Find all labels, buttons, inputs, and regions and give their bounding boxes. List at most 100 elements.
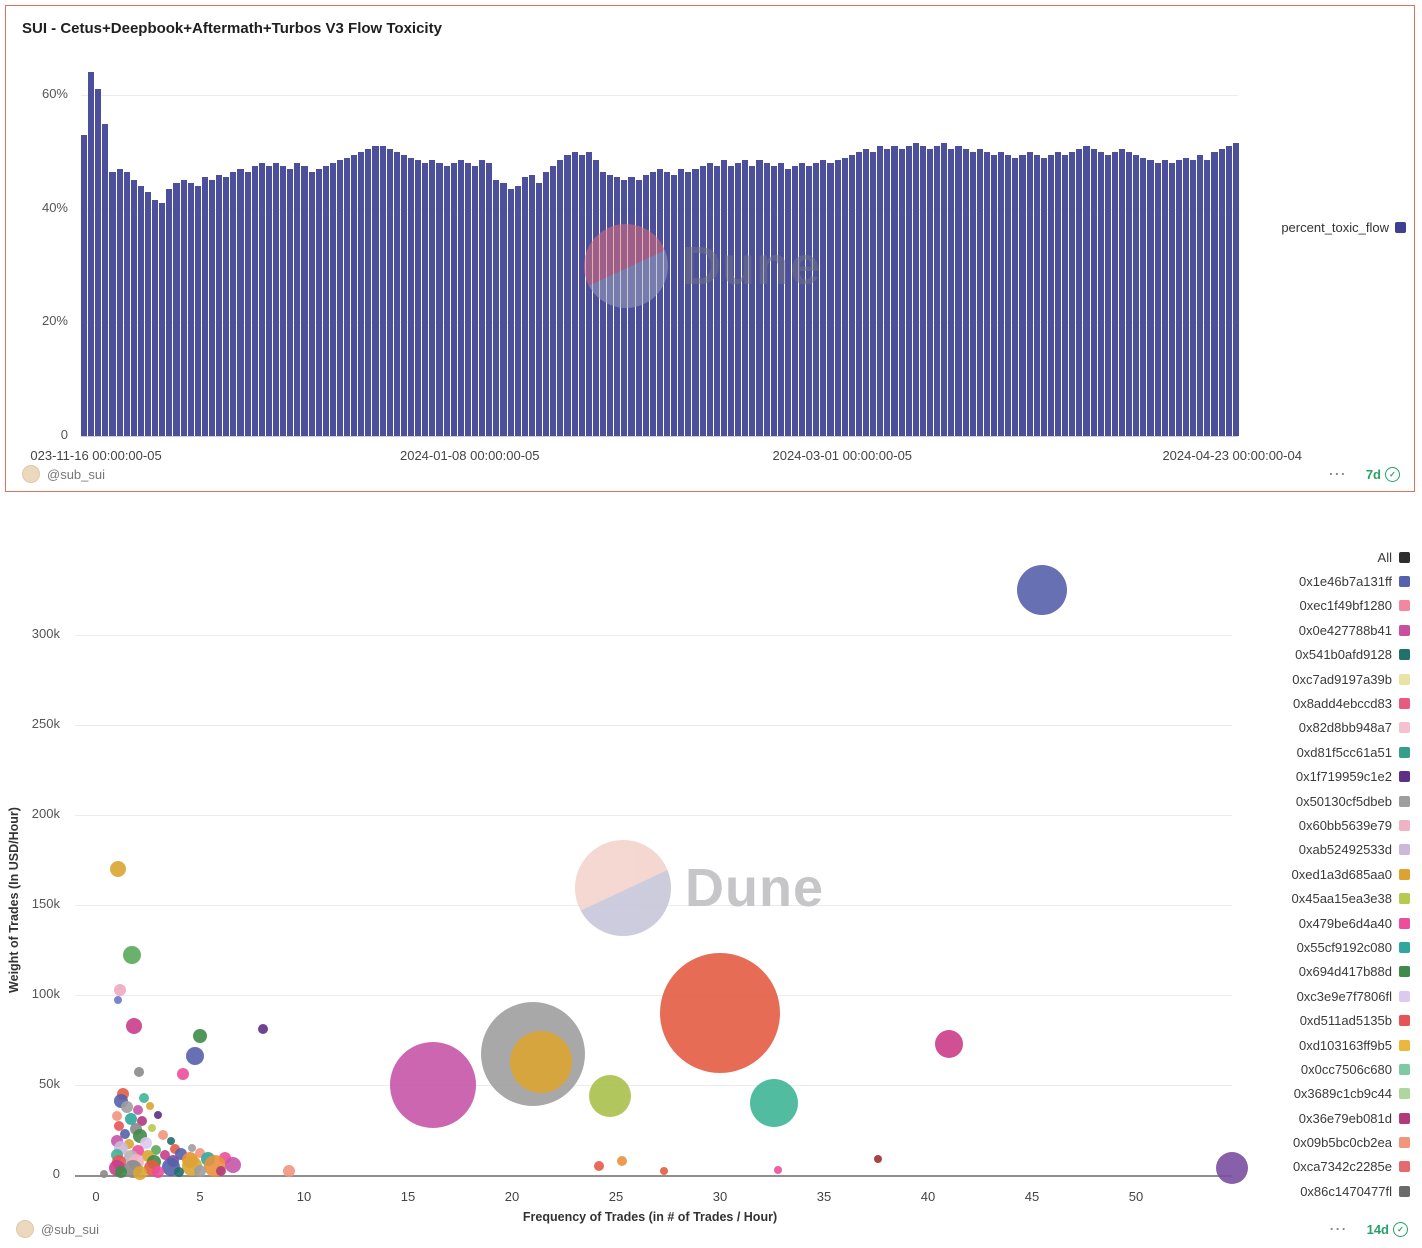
bar[interactable] [329, 163, 336, 436]
bar[interactable] [607, 174, 614, 436]
data-bubble[interactable] [114, 1166, 127, 1179]
bar[interactable] [983, 151, 990, 436]
data-bubble[interactable] [1017, 565, 1068, 615]
bar[interactable] [564, 154, 571, 436]
data-bubble[interactable] [588, 1074, 631, 1117]
bar[interactable] [1140, 157, 1147, 436]
bar[interactable] [756, 160, 763, 436]
data-bubble[interactable] [109, 861, 126, 877]
bar[interactable] [642, 174, 649, 436]
legend-item[interactable]: 0x3689c1cb9c44 [1238, 1082, 1410, 1106]
data-bubble[interactable] [133, 1067, 144, 1078]
bar[interactable] [912, 143, 919, 436]
data-bubble[interactable] [510, 1030, 573, 1093]
bar[interactable] [123, 171, 130, 436]
data-bubble[interactable] [283, 1165, 296, 1178]
data-bubble[interactable] [774, 1165, 783, 1174]
data-bubble[interactable] [123, 946, 142, 965]
bar[interactable] [464, 163, 472, 436]
legend-item[interactable]: 0x09b5bc0cb2ea [1238, 1130, 1410, 1154]
bar[interactable] [500, 183, 507, 436]
bar[interactable] [251, 166, 258, 436]
legend-item[interactable]: 0xed1a3d685aa0 [1238, 862, 1410, 886]
bar[interactable] [1190, 160, 1197, 436]
bar[interactable] [727, 166, 735, 436]
bar[interactable] [742, 160, 749, 436]
data-bubble[interactable] [617, 1155, 628, 1166]
bar[interactable] [294, 163, 301, 436]
bar[interactable] [1090, 149, 1097, 436]
bar[interactable] [1012, 157, 1019, 436]
bar[interactable] [88, 72, 95, 436]
data-bubble[interactable] [225, 1157, 242, 1174]
bar[interactable] [663, 171, 671, 436]
data-bubble[interactable] [174, 1166, 185, 1177]
bar[interactable] [1204, 160, 1211, 436]
bar[interactable] [543, 171, 550, 436]
bar[interactable] [848, 154, 855, 436]
data-bubble[interactable] [1215, 1151, 1248, 1184]
bar[interactable] [599, 171, 607, 436]
data-bubble[interactable] [151, 1144, 162, 1155]
data-bubble[interactable] [874, 1154, 883, 1163]
bar[interactable] [927, 149, 934, 436]
bar[interactable] [692, 168, 699, 436]
bar[interactable] [379, 146, 386, 436]
bar[interactable] [457, 160, 464, 436]
legend-item[interactable]: 0xca7342c2285e [1238, 1155, 1410, 1179]
bar[interactable] [187, 183, 194, 436]
legend-item[interactable]: 0x36e79eb081d [1238, 1106, 1410, 1130]
bar[interactable] [713, 166, 720, 436]
data-bubble[interactable] [660, 953, 780, 1073]
bar[interactable] [287, 168, 294, 436]
more-options-button[interactable]: ⋯ [1327, 464, 1346, 484]
bar[interactable] [955, 146, 962, 436]
bar[interactable] [813, 163, 820, 436]
bar[interactable] [152, 200, 159, 436]
bar[interactable] [720, 160, 727, 436]
bar[interactable] [991, 154, 998, 436]
bar[interactable] [322, 166, 329, 436]
data-bubble[interactable] [139, 1136, 152, 1149]
legend-item[interactable]: 0x694d417b88d [1238, 960, 1410, 984]
bar[interactable] [95, 89, 102, 436]
data-bubble[interactable] [934, 1029, 963, 1058]
bar[interactable] [272, 163, 280, 436]
bar[interactable] [351, 154, 358, 436]
bar[interactable] [386, 149, 393, 436]
data-bubble[interactable] [177, 1068, 190, 1081]
bar[interactable] [1040, 157, 1047, 436]
legend-item[interactable]: 0xec1f49bf1280 [1238, 594, 1410, 618]
bar[interactable] [863, 149, 870, 436]
bar[interactable] [1182, 157, 1190, 436]
bar[interactable] [1054, 151, 1062, 436]
data-bubble[interactable] [193, 1029, 207, 1044]
bar[interactable] [649, 171, 656, 436]
bar[interactable] [855, 151, 863, 436]
bar[interactable] [763, 163, 770, 436]
bar[interactable] [685, 171, 692, 436]
bar[interactable] [336, 160, 344, 436]
bar[interactable] [230, 171, 237, 436]
bar[interactable] [1083, 146, 1090, 436]
bar[interactable] [1062, 154, 1069, 436]
data-bubble[interactable] [187, 1144, 196, 1152]
bar[interactable] [521, 177, 528, 436]
bar[interactable] [578, 154, 585, 436]
bar[interactable] [372, 146, 379, 436]
bar[interactable] [976, 149, 983, 436]
bar[interactable] [777, 163, 784, 436]
bar[interactable] [1069, 151, 1076, 436]
data-bubble[interactable] [124, 1138, 135, 1149]
data-bubble[interactable] [132, 1105, 143, 1116]
bar[interactable] [870, 151, 877, 436]
bar[interactable] [507, 188, 514, 436]
bar[interactable] [166, 188, 173, 436]
bar[interactable] [201, 177, 208, 436]
bar[interactable] [557, 160, 564, 436]
legend-item[interactable]: 0x0e427788b41 [1238, 618, 1410, 642]
bar[interactable] [934, 146, 941, 436]
bar[interactable] [1033, 154, 1040, 436]
data-bubble[interactable] [113, 983, 126, 996]
bar[interactable] [1076, 149, 1083, 436]
